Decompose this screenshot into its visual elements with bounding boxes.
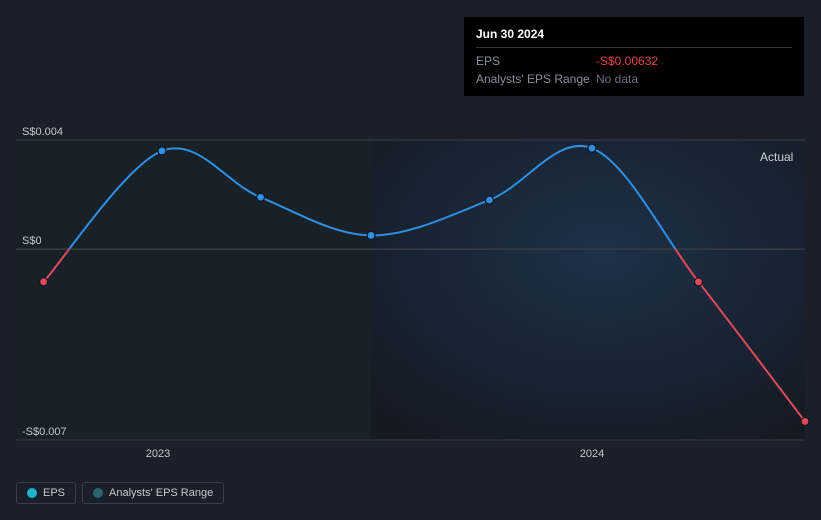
data-point[interactable] (158, 147, 166, 155)
x-axis-tick-label: 2024 (580, 448, 604, 460)
tooltip-value: No data (596, 70, 638, 88)
legend-label: Analysts' EPS Range (109, 487, 213, 499)
data-point[interactable] (485, 196, 493, 204)
tooltip-title: Jun 30 2024 (476, 25, 792, 48)
y-axis-tick-label: -S$0.007 (22, 426, 67, 438)
tooltip-value: -S$0.00632 (596, 52, 658, 70)
data-point[interactable] (257, 193, 265, 201)
data-point[interactable] (801, 417, 809, 425)
legend-label: EPS (43, 487, 65, 499)
legend-swatch-icon (27, 488, 37, 498)
y-axis-tick-label: S$0 (22, 235, 42, 247)
y-axis-tick-label: S$0.004 (22, 126, 63, 138)
data-point[interactable] (588, 144, 596, 152)
legend-item-range[interactable]: Analysts' EPS Range (82, 482, 224, 504)
tooltip-row-range: Analysts' EPS Range No data (476, 70, 792, 88)
data-point[interactable] (694, 278, 702, 286)
tooltip-label: Analysts' EPS Range (476, 70, 596, 88)
data-point[interactable] (40, 278, 48, 286)
tooltip-row-eps: EPS -S$0.00632 (476, 52, 792, 70)
data-point[interactable] (367, 231, 375, 239)
x-axis-tick-label: 2023 (146, 448, 170, 460)
region-label-actual: Actual (760, 150, 793, 164)
chart-tooltip: Jun 30 2024 EPS -S$0.00632 Analysts' EPS… (464, 17, 804, 96)
legend-swatch-icon (93, 488, 103, 498)
tooltip-label: EPS (476, 52, 596, 70)
legend-item-eps[interactable]: EPS (16, 482, 76, 504)
chart-legend: EPS Analysts' EPS Range (16, 482, 224, 504)
